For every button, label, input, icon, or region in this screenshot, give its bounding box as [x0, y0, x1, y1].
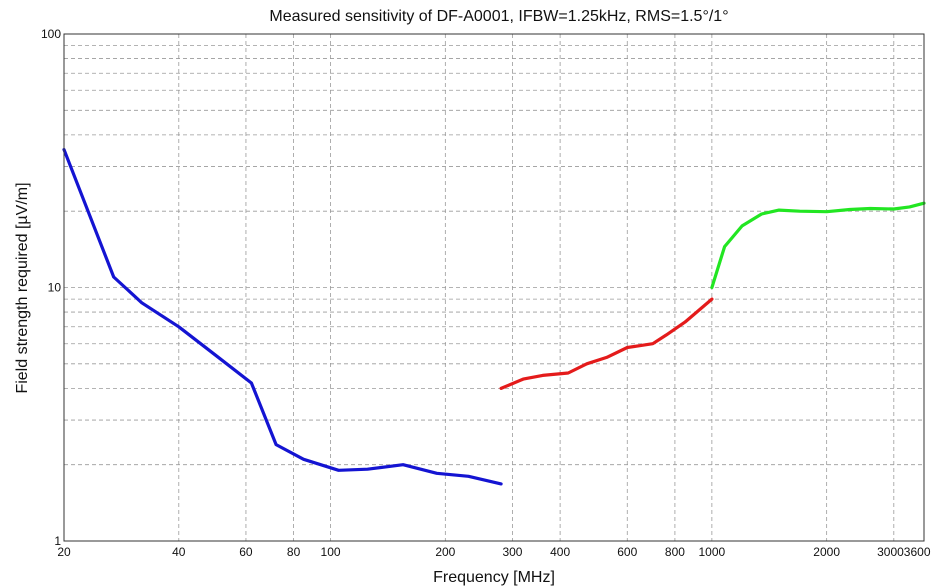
x-tick-label: 60 — [239, 545, 253, 559]
x-tick-label: 100 — [321, 545, 341, 559]
y-axis-label: Field strength required [µV/m] — [14, 182, 31, 393]
x-tick-label: 200 — [435, 545, 455, 559]
x-tick-label: 300 — [502, 545, 522, 559]
x-tick-label: 3600 — [904, 545, 931, 559]
x-axis-label: Frequency [MHz] — [433, 569, 555, 586]
x-tick-label: 3000 — [877, 545, 904, 559]
x-tick-label: 20 — [57, 545, 71, 559]
x-tick-label: 600 — [617, 545, 637, 559]
x-tick-label: 1000 — [699, 545, 726, 559]
series-line-3 — [710, 201, 926, 290]
series-line-1 — [62, 148, 503, 486]
x-tick-label: 40 — [172, 545, 186, 559]
x-tick-label: 80 — [287, 545, 301, 559]
series-group — [62, 148, 926, 486]
chart-title: Measured sensitivity of DF-A0001, IFBW=1… — [269, 8, 728, 25]
y-tick-labels: 1 10 100 — [41, 27, 61, 548]
y-tick-label: 1 — [54, 534, 61, 548]
y-tick-label: 100 — [41, 27, 61, 41]
plot-frame — [63, 33, 925, 542]
x-tick-label: 400 — [550, 545, 570, 559]
x-tick-label: 800 — [665, 545, 685, 559]
y-tick-label: 10 — [48, 281, 62, 295]
x-tick-label: 2000 — [813, 545, 840, 559]
x-tick-labels: 20 40 60 80 100 200 300 400 600 800 1000 2000 3000 36… — [57, 545, 931, 559]
series-line-2 — [499, 297, 714, 390]
grid — [64, 34, 924, 541]
